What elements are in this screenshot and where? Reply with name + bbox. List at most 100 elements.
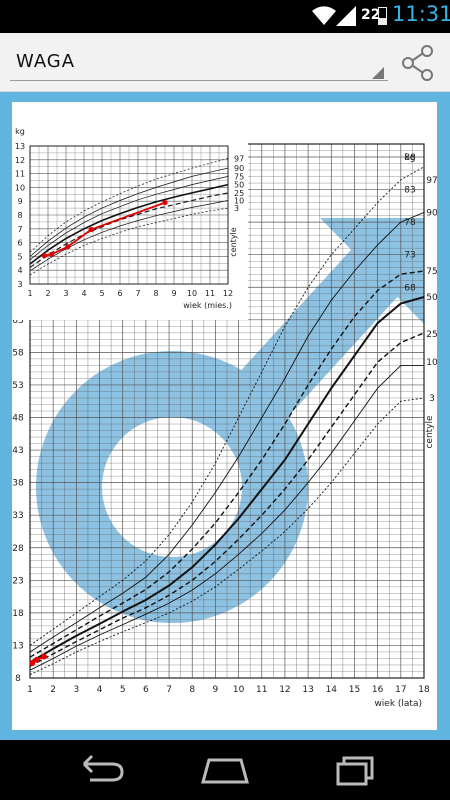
inset-y-tick-label: 12 bbox=[15, 156, 25, 165]
inset-y-tick-label: 5 bbox=[17, 252, 22, 261]
x-tick-label: 13 bbox=[302, 685, 313, 695]
inset-y-tick-label: 3 bbox=[17, 280, 22, 289]
y-tick-label: 63 bbox=[12, 316, 23, 326]
y-tick-label: 18 bbox=[12, 609, 24, 619]
y-tick-label-right: 73 bbox=[404, 251, 415, 261]
y-tick-label-right: 68 bbox=[404, 283, 416, 293]
recent-apps-icon[interactable] bbox=[322, 752, 382, 788]
inset-percentile-label-75: 75 bbox=[234, 172, 244, 181]
percentile-label-97: 97 bbox=[426, 176, 437, 186]
x-tick-label: 15 bbox=[349, 685, 360, 695]
male-symbol-ring bbox=[36, 351, 308, 623]
inset-measurement-point bbox=[88, 226, 94, 233]
x-tick-label: 4 bbox=[97, 685, 103, 695]
inset-percentile-label-50: 50 bbox=[234, 181, 244, 190]
male-symbol-arrowhead bbox=[320, 218, 424, 324]
wifi-icon bbox=[312, 6, 336, 26]
inset-y-tick-label: 4 bbox=[17, 266, 22, 275]
percentile-curve-25 bbox=[29, 332, 425, 667]
x-tick-label: 8 bbox=[189, 685, 195, 695]
measurement-point bbox=[29, 660, 36, 667]
inset-y-tick-label: 10 bbox=[15, 183, 25, 192]
inset-y-tick-label: 9 bbox=[17, 197, 22, 206]
inset-percentile-curve-25 bbox=[29, 192, 229, 268]
inset-x-tick-label: 7 bbox=[135, 289, 140, 298]
x-tick-label: 9 bbox=[213, 685, 219, 695]
percentile-label-25: 25 bbox=[426, 330, 437, 340]
measurement-point bbox=[33, 656, 40, 663]
percentile-curve-90 bbox=[29, 211, 425, 653]
y-tick-label-right: 78 bbox=[404, 218, 416, 228]
x-tick-label: 10 bbox=[233, 685, 245, 695]
y-tick-label: 38 bbox=[12, 479, 24, 489]
spinner-selected-value: WAGA bbox=[16, 51, 76, 72]
y-tick-label: 58 bbox=[12, 348, 24, 358]
inset-x-tick-label: 12 bbox=[223, 289, 233, 298]
y-tick-label: 53 bbox=[12, 381, 23, 391]
inset-chart-frame bbox=[29, 145, 229, 285]
share-icon[interactable] bbox=[398, 43, 438, 83]
y-tick-label: 23 bbox=[12, 576, 23, 586]
inset-percentile-curve-10 bbox=[29, 200, 229, 272]
x-tick-label: 18 bbox=[418, 685, 430, 695]
y-tick-label: 13 bbox=[12, 641, 23, 651]
percentile-curve-50 bbox=[29, 296, 425, 664]
x-tick-label: 6 bbox=[143, 685, 149, 695]
inset-y-tick-label: 8 bbox=[17, 211, 22, 220]
inset-x-tick-label: 11 bbox=[205, 289, 215, 298]
percentile-label-75: 75 bbox=[426, 267, 437, 277]
inset-percentile-curve-50 bbox=[29, 183, 229, 265]
inset-percentile-label-3: 3 bbox=[234, 204, 239, 213]
percentile-label-3: 3 bbox=[429, 394, 435, 404]
inset-measurement-point bbox=[162, 199, 168, 206]
navigation-bar bbox=[0, 740, 450, 800]
x-tick-label: 2 bbox=[50, 685, 56, 695]
inset-x-axis-label: wiek (mies.) bbox=[183, 301, 232, 310]
status-bar: 22 11:31 bbox=[0, 0, 450, 33]
y-tick-label-right: 88 bbox=[404, 153, 416, 163]
percentile-label-10: 10 bbox=[426, 358, 438, 368]
percentile-label-90: 90 bbox=[426, 208, 438, 218]
home-icon[interactable] bbox=[195, 752, 255, 788]
side-label-centyle: centyle bbox=[425, 415, 435, 449]
percentile-curve-75 bbox=[29, 270, 425, 658]
inset-x-tick-label: 6 bbox=[117, 289, 122, 298]
inset-x-tick-label: 1 bbox=[27, 289, 32, 298]
chart-viewport[interactable]: 1 2 3 4 5 6 7 8 9 10 11 12 13 14 15 16 17 18 8 13 18 23 28 33 38… bbox=[0, 92, 450, 740]
y-axis-unit-right: kg bbox=[405, 153, 416, 163]
inset-measurement-point bbox=[49, 251, 55, 257]
chart-type-spinner[interactable]: WAGA bbox=[6, 41, 388, 85]
inset-chart-background bbox=[12, 134, 248, 320]
battery-icon bbox=[378, 7, 387, 25]
percentile-curve-3 bbox=[29, 397, 425, 676]
x-tick-label: 12 bbox=[279, 685, 290, 695]
male-symbol-shaft bbox=[230, 244, 405, 427]
dropdown-arrow-icon bbox=[372, 67, 384, 79]
x-tick-label: 16 bbox=[372, 685, 384, 695]
percentile-label-50: 50 bbox=[426, 293, 438, 303]
inset-percentile-label-10: 10 bbox=[234, 197, 244, 206]
measurement-point bbox=[40, 653, 47, 660]
y-tick-label: 43 bbox=[12, 446, 23, 456]
x-tick-label: 11 bbox=[256, 685, 267, 695]
inset-x-tick-label: 3 bbox=[63, 289, 68, 298]
inset-x-tick-label: 10 bbox=[187, 289, 197, 298]
y-tick-label: 8 bbox=[15, 674, 21, 684]
back-icon[interactable] bbox=[70, 752, 130, 788]
inset-measurement-point bbox=[41, 253, 48, 259]
inset-x-tick-label: 8 bbox=[153, 289, 158, 298]
x-tick-label: 14 bbox=[326, 685, 338, 695]
inset-percentile-label-25: 25 bbox=[234, 189, 244, 198]
inset-y-tick-label: 13 bbox=[15, 142, 25, 151]
inset-side-label-centyle: centyle bbox=[229, 227, 238, 256]
inset-percentile-label-97: 97 bbox=[234, 154, 244, 163]
inset-percentile-curve-97 bbox=[29, 158, 229, 253]
inset-percentile-curve-75 bbox=[29, 176, 229, 261]
inset-measurement-point bbox=[65, 244, 71, 250]
action-bar: WAGA bbox=[0, 33, 450, 92]
inset-x-tick-label: 9 bbox=[171, 289, 176, 298]
inset-y-tick-label: 6 bbox=[17, 239, 22, 248]
y-tick-label: 48 bbox=[12, 414, 24, 424]
y-tick-label-right: 83 bbox=[404, 186, 415, 196]
x-tick-label: 7 bbox=[166, 685, 172, 695]
